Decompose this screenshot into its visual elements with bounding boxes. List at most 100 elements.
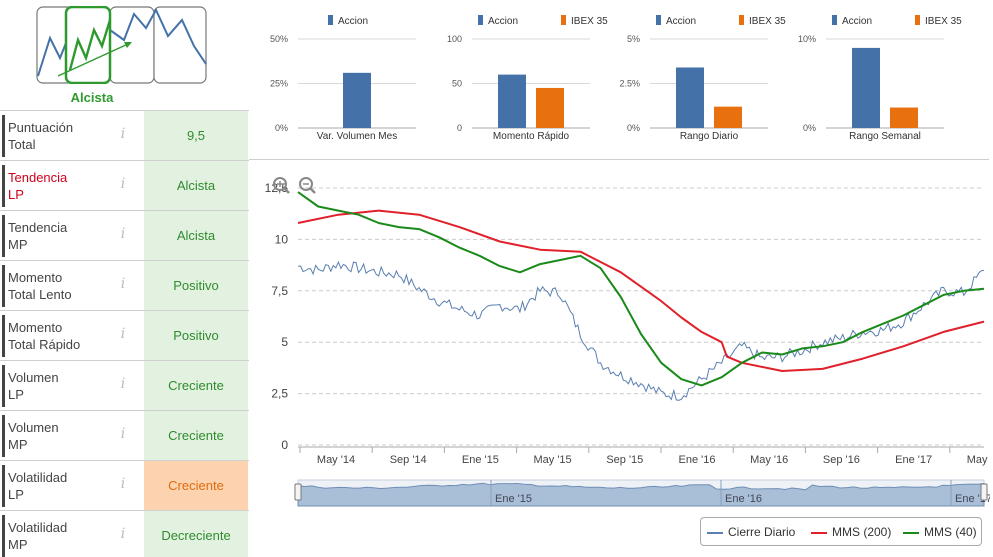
indicator-name: Volatilidad LP — [8, 469, 113, 503]
trend-label: Alcista — [70, 90, 114, 105]
navigator-tick-label: Ene '15 — [495, 493, 532, 505]
info-icon[interactable]: i — [120, 476, 126, 492]
indicator-name-line2: LP — [8, 187, 24, 202]
legend-item-price[interactable]: Cierre Diario — [707, 525, 795, 539]
series-mms-40 — [297, 191, 985, 387]
info-icon[interactable]: i — [120, 426, 126, 442]
x-tick-label: May '16 — [750, 454, 788, 466]
legend-label: MMS (40) — [924, 525, 977, 539]
chart-title: Rango Semanal — [849, 131, 921, 142]
indicator-name-line1: Tendencia — [8, 170, 68, 185]
chart-title: Momento Rápido — [493, 131, 570, 142]
indicator-value: Decreciente — [144, 511, 248, 557]
y-tick-label: 0% — [627, 123, 640, 133]
indicator-name-line2: Total Lento — [8, 287, 72, 302]
price-chart[interactable]: 12,5 10 7,5 5 2,5 0 May '14 Sep '14 Ene '15 May '… — [262, 170, 993, 545]
legend-swatch — [832, 15, 837, 25]
legend-label: MMS (200) — [832, 525, 892, 539]
indicator-name: Puntuación Total — [8, 119, 113, 153]
row-marker — [2, 515, 5, 557]
legend-swatch — [656, 15, 661, 25]
y-tick-label: 2,5 — [271, 387, 288, 401]
info-icon[interactable]: i — [120, 276, 126, 292]
indicator-name-line2: LP — [8, 387, 24, 402]
indicator-name-line1: Volatilidad — [8, 520, 68, 535]
x-tick-label: May '14 — [317, 454, 355, 466]
row-marker — [2, 165, 5, 207]
bar-accion — [343, 72, 371, 128]
y-tick-label: 0 — [281, 438, 288, 452]
legend-label: IBEX 35 — [925, 16, 962, 27]
indicator-row: Momento Total Lento i Positivo — [0, 260, 249, 310]
navigator-tick-label: Ene '16 — [725, 493, 762, 505]
legend-swatch — [739, 15, 744, 25]
indicator-value: Alcista — [144, 161, 248, 210]
legend-label: IBEX 35 — [571, 16, 608, 27]
indicator-row: Tendencia MP i Alcista — [0, 210, 249, 260]
y-tick-label: 0% — [803, 123, 816, 133]
indicator-value: Creciente — [144, 361, 248, 410]
bar-ibex — [714, 106, 742, 128]
bar-ibex — [536, 87, 564, 128]
legend-item-mms40[interactable]: MMS (40) — [903, 525, 977, 539]
indicator-name: Volatilidad MP — [8, 519, 113, 553]
indicator-name-line2: MP — [8, 437, 28, 452]
info-icon[interactable]: i — [120, 126, 126, 142]
indicator-name-line1: Tendencia — [8, 220, 68, 235]
bar-accion — [676, 67, 704, 128]
y-tick-label: 100 — [447, 34, 462, 44]
indicator-value: Creciente — [144, 461, 248, 510]
y-tick-label: 7,5 — [271, 284, 288, 298]
indicator-value: 9,5 — [144, 111, 248, 160]
indicator-name-line1: Momento — [8, 320, 63, 335]
legend-label: Accion — [666, 16, 696, 27]
legend-item-mms200[interactable]: MMS (200) — [811, 525, 891, 539]
indicator-name: Tendencia MP — [8, 219, 113, 253]
navigator-series — [297, 482, 985, 507]
row-marker — [2, 265, 5, 307]
divider — [249, 159, 989, 160]
bar-accion — [852, 47, 880, 128]
zoom-out-icon[interactable] — [299, 177, 316, 194]
indicator-row: Volumen MP i Creciente — [0, 410, 249, 460]
row-marker — [2, 115, 5, 157]
legend-label: Accion — [488, 16, 518, 27]
indicator-row: Volumen LP i Creciente — [0, 360, 249, 410]
indicator-name-line1: Momento — [8, 270, 63, 285]
bar-ibex — [890, 107, 918, 128]
indicator-name: Momento Total Lento — [8, 269, 113, 303]
chart-title: Rango Diario — [680, 131, 739, 142]
indicator-name-line2: MP — [8, 537, 28, 552]
x-tick-label: Sep '16 — [823, 454, 860, 466]
chart-weekly-range: Accion IBEX 35 10% 0% Rango Semanal — [786, 8, 962, 148]
navigator-handle-right[interactable] — [980, 483, 988, 501]
indicator-name-line1: Volumen — [8, 370, 59, 385]
y-tick-label: 2.5% — [619, 79, 640, 89]
info-icon[interactable]: i — [120, 376, 126, 392]
chart-title: Var. Volumen Mes — [317, 131, 397, 142]
legend-swatch — [478, 15, 483, 25]
indicator-name-line2: Total — [8, 137, 36, 152]
y-tick-label: 10 — [275, 232, 289, 246]
info-icon[interactable]: i — [120, 176, 126, 192]
indicator-name-line1: Puntuación — [8, 120, 74, 135]
info-icon[interactable]: i — [120, 326, 126, 342]
x-tick-label: Sep '15 — [606, 454, 643, 466]
indicator-value: Positivo — [144, 261, 248, 310]
legend-label: IBEX 35 — [749, 16, 786, 27]
info-icon[interactable]: i — [120, 226, 126, 242]
indicator-name: Volumen LP — [8, 369, 113, 403]
navigator-handle-left[interactable] — [294, 483, 302, 501]
legend-swatch — [328, 15, 333, 25]
y-tick-label: 10% — [798, 34, 816, 44]
bar-accion — [498, 74, 526, 128]
zoom-in-icon[interactable] — [273, 177, 290, 194]
indicator-name-line2: Total Rápido — [8, 337, 81, 352]
y-tick-label: 50 — [452, 79, 462, 89]
x-tick-label: Ene '15 — [462, 454, 499, 466]
indicator-name: Tendencia LP — [8, 169, 113, 203]
indicator-row: Momento Total Rápido i Positivo — [0, 310, 249, 360]
info-icon[interactable]: i — [120, 526, 126, 542]
indicator-name-line2: MP — [8, 237, 28, 252]
row-marker — [2, 465, 5, 507]
